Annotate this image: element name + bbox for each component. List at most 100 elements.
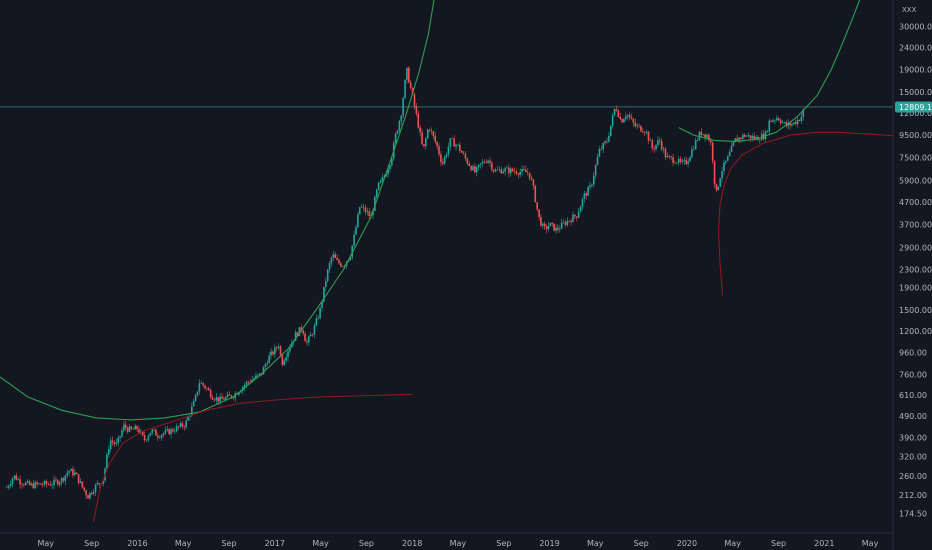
candle-body xyxy=(800,116,803,121)
candle-body xyxy=(323,286,325,302)
candle-body xyxy=(274,347,276,355)
candle-body xyxy=(121,430,123,437)
y-tick-label: 390.00 xyxy=(899,434,927,443)
candle-body xyxy=(330,257,333,264)
candle-body xyxy=(753,136,755,139)
candle-body xyxy=(238,392,240,395)
candle-body xyxy=(455,144,457,147)
candle-body xyxy=(296,332,299,337)
candle-body xyxy=(187,416,189,421)
candle-body xyxy=(475,167,478,173)
candle-body xyxy=(540,216,542,226)
red-support-curve-2020 xyxy=(717,131,894,296)
y-tick-label: 3700.00 xyxy=(899,221,932,230)
candle-body xyxy=(28,481,31,485)
y-tick-label: 760.00 xyxy=(899,370,927,379)
candle-body xyxy=(158,437,161,439)
candle-body xyxy=(523,168,525,171)
x-axis[interactable]: May Sep 2016 May Sep 2017 May Sep 2018 May Sep 2019… xyxy=(37,539,878,548)
candle-body xyxy=(706,134,708,138)
x-tick-label: Sep xyxy=(496,539,511,548)
candle-body xyxy=(196,391,199,396)
candle-body xyxy=(283,360,286,365)
candle-body xyxy=(353,234,355,246)
candle-body xyxy=(89,492,91,499)
candle-body xyxy=(711,142,714,161)
candle-body xyxy=(45,480,48,484)
candle-body xyxy=(149,432,152,436)
candle-body xyxy=(179,423,182,427)
candle-body xyxy=(360,206,363,208)
candle-body xyxy=(592,175,595,185)
candle-body xyxy=(245,381,248,385)
x-tick-label: Sep xyxy=(359,539,374,548)
candle-body xyxy=(400,115,403,121)
candle-body xyxy=(591,184,593,186)
candle-body xyxy=(289,347,291,352)
candle-body xyxy=(621,118,623,123)
candle-body xyxy=(334,254,337,258)
candle-body xyxy=(702,134,705,135)
candle-body xyxy=(219,396,221,402)
candle-body xyxy=(202,383,204,386)
candle-body xyxy=(504,168,506,172)
candle-body xyxy=(377,182,380,190)
candle-body xyxy=(559,228,561,230)
current-price-badge: 12809.14 xyxy=(895,101,932,113)
candle-body xyxy=(655,144,657,150)
candle-body xyxy=(398,120,401,131)
candle-body xyxy=(175,426,178,432)
candle-body xyxy=(30,483,33,485)
candle-body xyxy=(428,129,431,131)
candle-body xyxy=(466,158,469,164)
candle-body xyxy=(213,399,216,401)
candle-body xyxy=(49,484,52,486)
candle-body xyxy=(294,332,297,341)
candle-body xyxy=(264,364,267,368)
y-tick-label: 15000.00 xyxy=(899,88,932,97)
y-axis[interactable]: 174.50 212.00 260.00 320.00 390.00 490.00 610.… xyxy=(899,22,932,518)
candle-body xyxy=(530,177,533,180)
candle-body xyxy=(794,122,797,125)
x-tick-label: May xyxy=(450,539,467,548)
candle-body xyxy=(21,484,23,485)
candle-body xyxy=(253,378,255,380)
candle-body xyxy=(9,484,12,487)
candle-body xyxy=(742,134,744,139)
candle-body xyxy=(355,227,357,235)
candle-body xyxy=(508,167,510,174)
candle-body xyxy=(281,354,284,365)
candle-body xyxy=(708,134,710,141)
candle-body xyxy=(617,110,620,118)
candle-body xyxy=(489,160,491,163)
candle-body xyxy=(430,130,433,132)
candle-body xyxy=(787,122,789,127)
y-tick-label: 19000.00 xyxy=(899,66,932,75)
candle-body xyxy=(598,149,601,157)
candle-body xyxy=(534,185,537,203)
candle-body xyxy=(494,169,497,172)
candle-body xyxy=(585,193,588,196)
current-price-value: 12809.14 xyxy=(899,103,932,112)
candle-body xyxy=(738,137,740,142)
y-tick-label: 24000.00 xyxy=(899,44,932,53)
candle-body xyxy=(111,440,114,443)
candle-body xyxy=(776,118,778,121)
candle-body xyxy=(443,156,446,164)
candle-body xyxy=(572,214,574,223)
candle-body xyxy=(583,193,586,199)
candle-body xyxy=(645,131,648,133)
candle-body xyxy=(336,257,338,260)
candle-body xyxy=(232,397,235,399)
candle-body xyxy=(41,484,44,486)
candle-body xyxy=(340,263,342,267)
candle-body xyxy=(324,281,327,287)
candle-body xyxy=(87,495,89,499)
candle-body xyxy=(136,425,138,430)
candle-body xyxy=(623,119,625,123)
candle-body xyxy=(23,484,25,486)
candle-body xyxy=(640,125,642,132)
candle-body xyxy=(326,269,329,282)
candle-body xyxy=(451,138,454,139)
